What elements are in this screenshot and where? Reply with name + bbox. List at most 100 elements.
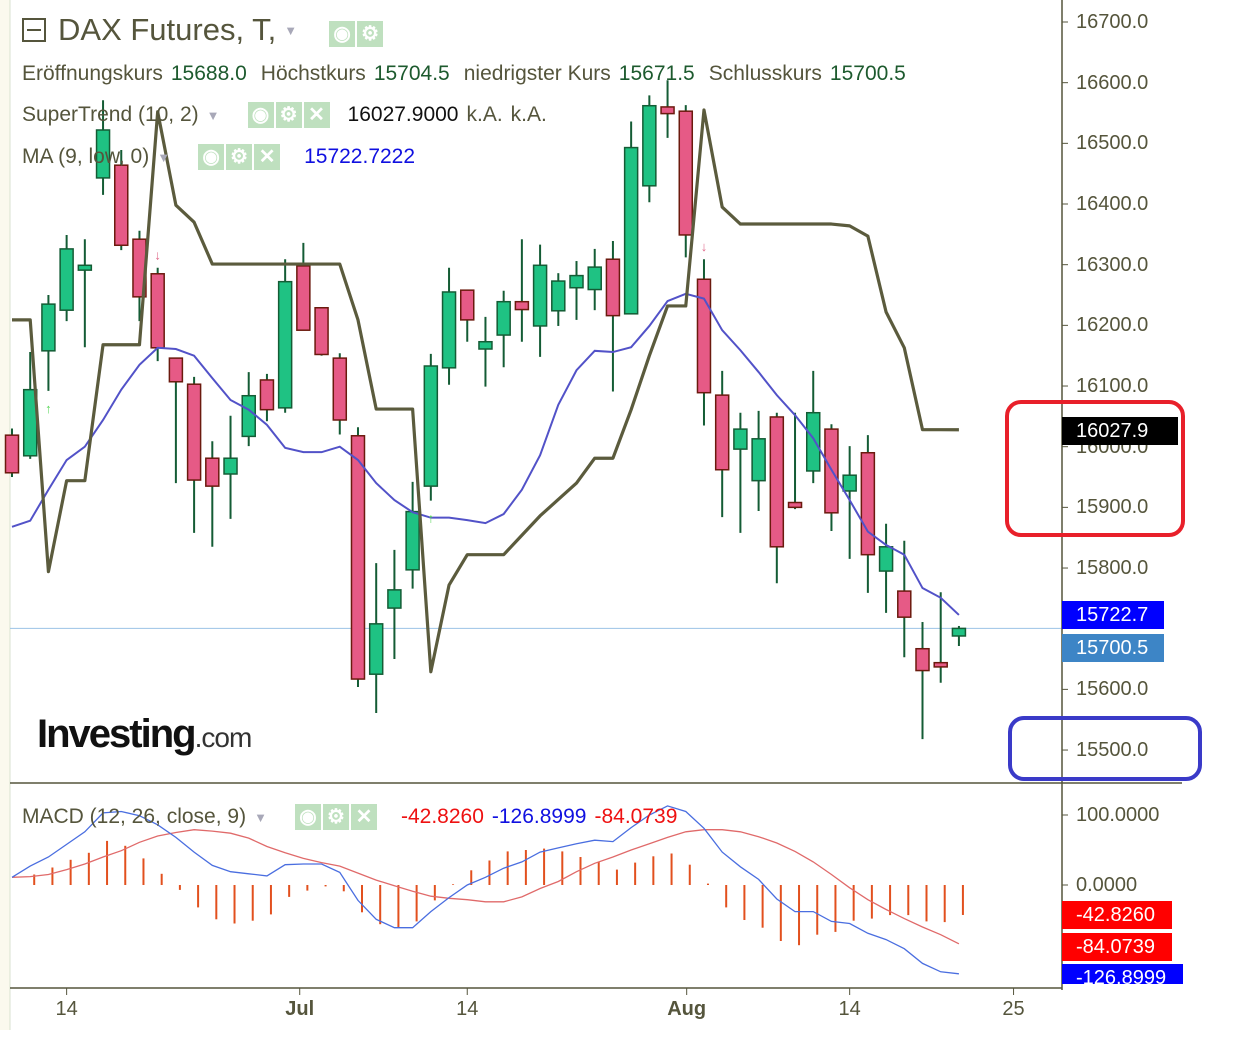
supertrend-extra-1: k.A. (466, 103, 503, 126)
collapse-icon[interactable] (22, 18, 46, 42)
time-tick-label: 14 (838, 998, 861, 1020)
arrow-up-icon: ↑ (428, 511, 435, 526)
candle-up (277, 280, 293, 409)
ma-line (11, 292, 960, 616)
high-value: 15704.5 (373, 62, 450, 85)
candle-down (714, 394, 730, 471)
time-tick-label: Aug (667, 998, 707, 1020)
candle-down (678, 110, 694, 236)
price-tick-label: 16100.0 (1076, 375, 1149, 398)
candle-down (332, 357, 348, 421)
supertrend-label[interactable]: SuperTrend (10, 2) (22, 103, 199, 126)
candle-up (95, 129, 111, 179)
candle-down (787, 501, 803, 509)
candle-down (897, 590, 912, 618)
price-tick-label: 15800.0 (1076, 557, 1149, 580)
chart-title: DAX Futures, T, (58, 12, 277, 47)
low-label: niedrigster Kurs (463, 62, 611, 85)
macd-hist-badge: -42.8260 (1062, 901, 1172, 929)
candle-up (77, 264, 93, 271)
macd-label[interactable]: MACD (12, 26, close, 9) (22, 805, 247, 828)
gear-icon[interactable]: ⚙ (357, 21, 384, 47)
candle-down (314, 307, 329, 356)
close-icon[interactable]: ✕ (303, 102, 330, 128)
price-tick-label: 16600.0 (1076, 71, 1149, 94)
gear-icon[interactable]: ⚙ (226, 144, 253, 170)
arrow-down-icon: ↓ (701, 239, 708, 254)
candle-up (59, 248, 74, 311)
candle-up (478, 340, 493, 350)
ma-value: 15722.7222 (304, 145, 416, 168)
candle-down (460, 289, 475, 321)
dropdown-caret-icon[interactable]: ▼ (254, 809, 267, 825)
candle-up (441, 291, 457, 369)
candle-up (878, 546, 894, 572)
eye-icon[interactable]: ◉ (294, 804, 321, 830)
candle-down (168, 357, 184, 383)
arrow-down-icon: ↓ (154, 248, 161, 263)
candle-up (569, 274, 584, 289)
price-pane: ↑ ↓ ↑ ↓ (4, 80, 1062, 740)
candle-down (915, 647, 930, 672)
supertrend-line (12, 108, 959, 674)
eye-icon[interactable]: ◉ (247, 102, 274, 128)
candle-up (642, 104, 657, 187)
eye-icon[interactable]: ◉ (329, 21, 356, 47)
time-tick-label: 14 (456, 998, 479, 1020)
candle-up (387, 589, 402, 609)
gear-icon[interactable]: ⚙ (322, 804, 349, 830)
supertrend-legend: SuperTrend (10, 2) ▼ ◉ ⚙ ✕ 16027.9000 k.A.… (22, 102, 547, 128)
candle-up (405, 510, 420, 571)
macd-pane (11, 805, 964, 975)
ma-label[interactable]: MA (9, low, 0) (22, 145, 150, 168)
candle-down (205, 457, 220, 487)
candle-up (842, 474, 857, 492)
low-value: 15671.5 (618, 62, 695, 85)
macd-tick-0: 0.0000 (1076, 874, 1138, 896)
ma-legend: MA (9, low, 0) ▼ ◉ ⚙ ✕ 15722.7222 (22, 144, 415, 170)
candle-up (241, 394, 256, 438)
price-tick-label: 15500.0 (1076, 739, 1149, 762)
macd-line-value: -126.8999 (491, 805, 587, 828)
chart-title-row: DAX Futures, T, ▼ ◉ ⚙ (22, 12, 385, 48)
high-label: Höchstkurs (260, 62, 366, 85)
gear-icon[interactable]: ⚙ (275, 102, 302, 128)
dropdown-caret-icon[interactable]: ▼ (206, 107, 220, 123)
ma-price-badge: 15722.7 (1062, 601, 1164, 629)
candle-up (587, 266, 602, 291)
dropdown-caret-icon[interactable]: ▼ (157, 149, 171, 165)
close-label: Schlusskurs (708, 62, 822, 85)
macd-legend: MACD (12, 26, close, 9) ▼ ◉ ⚙ ✕ -42.8260 -… (22, 804, 677, 830)
close-icon[interactable]: ✕ (254, 144, 281, 170)
candle-down (350, 435, 366, 680)
candle-up (223, 457, 238, 475)
candle-down (4, 434, 20, 474)
candle-down (696, 278, 712, 394)
arrow-up-icon: ↑ (45, 401, 52, 416)
macd-line (11, 805, 959, 975)
price-tick-label: 15600.0 (1076, 678, 1149, 701)
candle-up (532, 264, 548, 327)
candle-up (733, 428, 748, 450)
axis-ticks (66, 21, 1068, 995)
blue-highlight-annotation (1008, 716, 1202, 781)
close-icon[interactable]: ✕ (350, 804, 377, 830)
red-highlight-annotation (1005, 400, 1185, 537)
candle-down (259, 379, 275, 411)
price-tick-label: 16300.0 (1076, 253, 1149, 276)
price-tick-label: 16700.0 (1076, 11, 1149, 33)
candle-down (769, 416, 785, 548)
candle-down (605, 258, 621, 317)
candle-up (368, 623, 384, 675)
logo-suffix: .com (194, 722, 253, 753)
dropdown-caret-icon[interactable]: ▼ (284, 22, 298, 38)
candle-up (751, 438, 766, 482)
candle-down (114, 164, 129, 247)
supertrend-price-badge: 16027.9 (1062, 417, 1178, 445)
supertrend-extra-2: k.A. (510, 103, 547, 126)
candle-down (514, 300, 530, 311)
macd-line-badge: -126.8999 (1062, 964, 1183, 984)
candle-up (551, 280, 566, 312)
eye-icon[interactable]: ◉ (198, 144, 225, 170)
